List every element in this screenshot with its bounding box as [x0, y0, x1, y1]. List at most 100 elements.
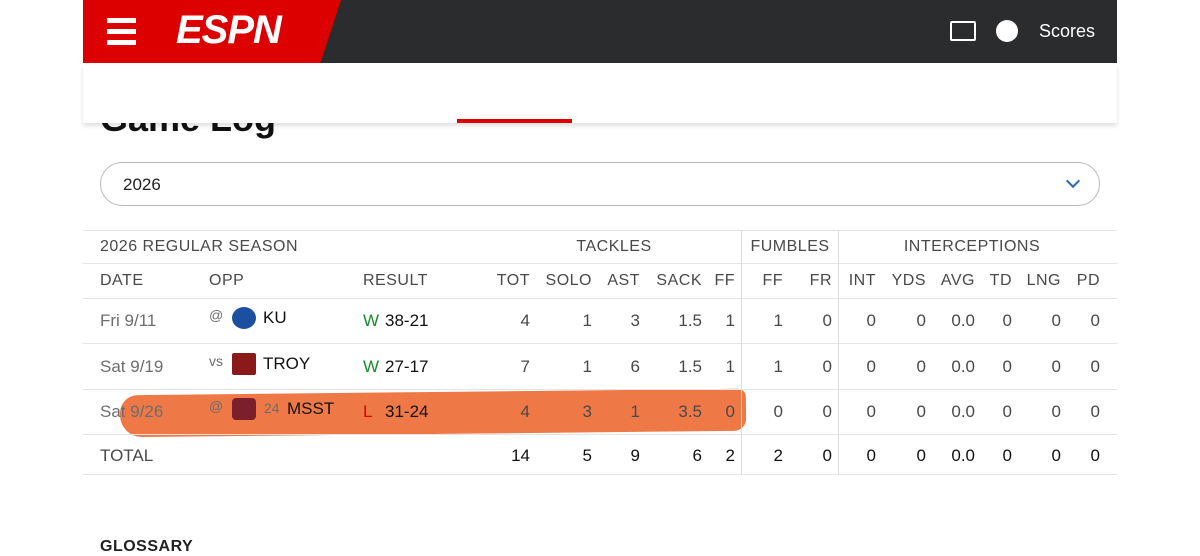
stat: 4	[520, 311, 530, 330]
stat: 0	[822, 402, 832, 421]
opponent[interactable]: MSST	[287, 399, 335, 418]
menu-icon[interactable]	[107, 18, 136, 23]
stat: 0	[1002, 357, 1012, 376]
group-header: INTERCEPTIONS	[903, 238, 1041, 255]
stat: 0	[1002, 402, 1012, 421]
col-header: RESULT	[363, 272, 428, 289]
group-header: FUMBLES	[750, 238, 830, 255]
stat: 0	[916, 311, 926, 330]
stat: 0.0	[951, 311, 975, 330]
profile-icon[interactable]	[996, 20, 1018, 42]
team-logo	[232, 353, 256, 375]
total-stat: 2	[773, 446, 783, 465]
stat: 0	[1051, 402, 1061, 421]
menu-icon[interactable]	[107, 40, 136, 45]
menu-icon[interactable]	[107, 29, 136, 34]
result-code: W	[363, 357, 380, 376]
stat: 1.5	[678, 357, 702, 376]
result[interactable]: 27-17	[385, 357, 429, 376]
stat: 6	[630, 357, 640, 376]
col-header: TD	[989, 272, 1012, 289]
col-divider	[838, 230, 839, 474]
opp-prefix: @	[209, 307, 224, 323]
active-tab-indicator	[457, 119, 572, 123]
total-stat: 0.0	[951, 446, 975, 465]
opp-rank: 24	[264, 400, 280, 416]
result-code: W	[363, 311, 380, 330]
col-header: SACK	[656, 272, 702, 289]
opp-prefix: vs	[209, 353, 223, 369]
stat: 0	[866, 311, 876, 330]
stat: 0	[866, 402, 876, 421]
stat: 7	[520, 357, 530, 376]
row-divider	[83, 298, 1117, 299]
row-divider	[83, 263, 1117, 264]
col-header: AST	[607, 272, 640, 289]
col-header: FR	[809, 272, 832, 289]
date: Fri 9/11	[100, 311, 157, 330]
glossary[interactable]: GLOSSARY	[100, 538, 194, 555]
stat: 0	[1002, 311, 1012, 330]
scores-link[interactable]: Scores	[1039, 21, 1096, 41]
col-header: SOLO	[545, 272, 592, 289]
col-header: AVG	[940, 272, 975, 289]
col-header: PD	[1076, 272, 1100, 289]
total-stat: 9	[630, 446, 640, 465]
col-header: LNG	[1026, 272, 1061, 289]
stat: 0	[1090, 357, 1100, 376]
group-header: TACKLES	[576, 238, 652, 255]
stat: 0	[916, 402, 926, 421]
col-header: TOT	[496, 272, 530, 289]
total-stat: 0	[1002, 446, 1012, 465]
total-stat: 0	[822, 446, 832, 465]
stat: 0	[773, 402, 783, 421]
stat: 0	[822, 357, 832, 376]
stat: 1	[725, 311, 735, 330]
tv-icon[interactable]	[950, 21, 976, 41]
row-divider	[83, 230, 1117, 231]
team-logo	[232, 307, 256, 329]
stat: 0.0	[951, 357, 975, 376]
col-header: FF	[714, 272, 735, 289]
result-code: L	[363, 402, 373, 421]
tab-bar	[83, 63, 1117, 123]
col-header: INT	[848, 272, 876, 289]
stat: 1.5	[678, 311, 702, 330]
col-header: OPP	[209, 272, 245, 289]
stat: 1	[773, 311, 783, 330]
result[interactable]: 38-21	[385, 311, 429, 330]
logo[interactable]: ESPN	[176, 8, 282, 52]
season-value[interactable]: 2026	[123, 175, 161, 194]
stat: 0	[822, 311, 832, 330]
total-stat: 2	[725, 446, 735, 465]
col-header: YDS	[891, 272, 926, 289]
total-stat: 0	[1051, 446, 1061, 465]
stat: 0	[1051, 357, 1061, 376]
stat: 3.5	[678, 402, 702, 421]
stat: 0.0	[951, 402, 975, 421]
stat: 1	[630, 402, 640, 421]
stat: 0	[725, 402, 735, 421]
stat: 0	[1090, 402, 1100, 421]
stat: 1	[582, 311, 592, 330]
stat: 3	[630, 311, 640, 330]
opponent[interactable]: KU	[263, 308, 287, 327]
opponent[interactable]: TROY	[263, 354, 311, 373]
col-header: DATE	[100, 272, 144, 289]
date: Sat 9/26	[100, 402, 164, 421]
date: Sat 9/19	[100, 357, 164, 376]
col-header: FF	[762, 272, 783, 289]
result[interactable]: 31-24	[385, 402, 429, 421]
row-divider	[83, 474, 1117, 475]
total-stat: 6	[692, 446, 702, 465]
row-divider	[83, 343, 1117, 344]
total-stat: 0	[916, 446, 926, 465]
stat: 0	[866, 357, 876, 376]
row-divider	[83, 434, 1117, 435]
season-select[interactable]	[100, 162, 1100, 206]
stat: 0	[916, 357, 926, 376]
total-stat: 0	[866, 446, 876, 465]
stat: 0	[1090, 311, 1100, 330]
opp-prefix: @	[209, 398, 224, 414]
